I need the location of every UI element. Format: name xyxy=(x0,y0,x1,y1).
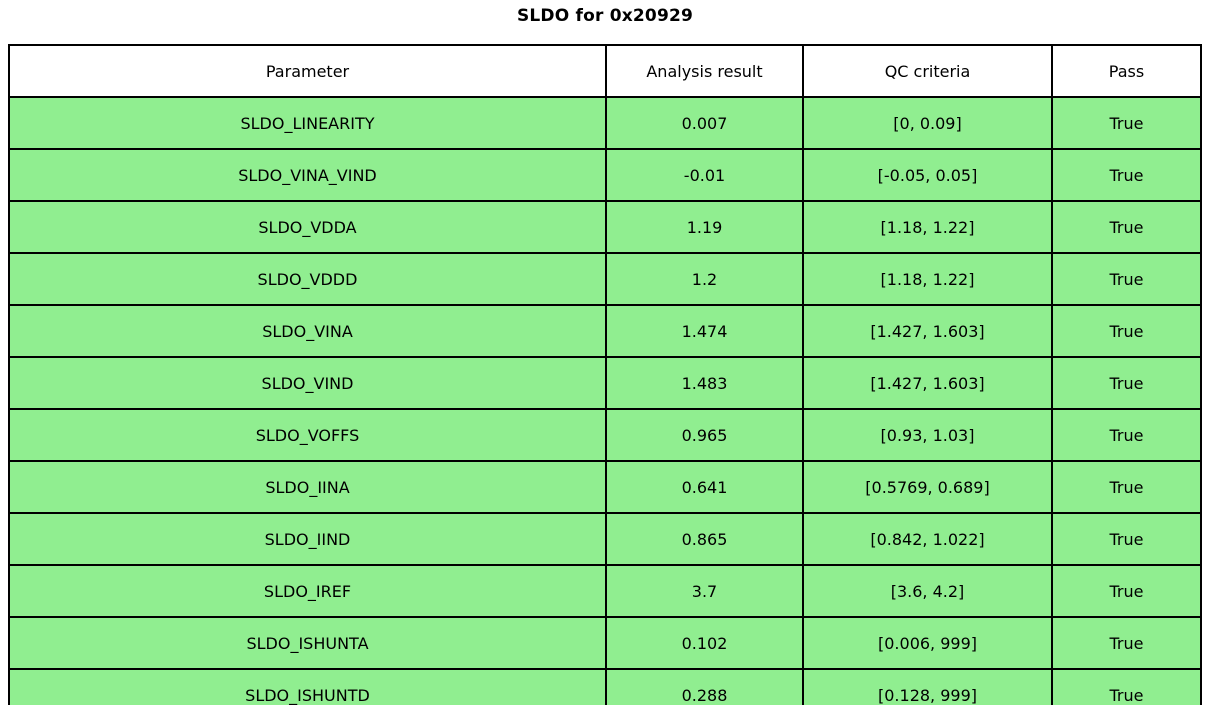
table-row: SLDO_ISHUNTA 0.102 [0.006, 999] True xyxy=(8,616,1202,670)
cell-parameter: SLDO_VIND xyxy=(8,356,607,410)
table-row: SLDO_VOFFS 0.965 [0.93, 1.03] True xyxy=(8,408,1202,462)
table-row: SLDO_VIND 1.483 [1.427, 1.603] True xyxy=(8,356,1202,410)
cell-parameter: SLDO_IREF xyxy=(8,564,607,618)
cell-pass: True xyxy=(1051,148,1202,202)
cell-parameter: SLDO_LINEARITY xyxy=(8,96,607,150)
cell-analysis-result: 1.19 xyxy=(605,200,804,254)
cell-pass: True xyxy=(1051,564,1202,618)
cell-parameter: SLDO_ISHUNTA xyxy=(8,616,607,670)
cell-pass: True xyxy=(1051,616,1202,670)
cell-qc-criteria: [0.128, 999] xyxy=(802,668,1053,705)
cell-analysis-result: 1.474 xyxy=(605,304,804,358)
column-header-pass: Pass xyxy=(1051,44,1202,98)
table-row: SLDO_IREF 3.7 [3.6, 4.2] True xyxy=(8,564,1202,618)
cell-qc-criteria: [0.5769, 0.689] xyxy=(802,460,1053,514)
cell-pass: True xyxy=(1051,408,1202,462)
cell-qc-criteria: [0.006, 999] xyxy=(802,616,1053,670)
qc-results-table: Parameter Analysis result QC criteria Pa… xyxy=(8,44,1202,705)
cell-parameter: SLDO_VDDD xyxy=(8,252,607,306)
cell-qc-criteria: [1.427, 1.603] xyxy=(802,356,1053,410)
cell-qc-criteria: [0, 0.09] xyxy=(802,96,1053,150)
cell-pass: True xyxy=(1051,200,1202,254)
cell-parameter: SLDO_IINA xyxy=(8,460,607,514)
table-row: SLDO_IINA 0.641 [0.5769, 0.689] True xyxy=(8,460,1202,514)
table-row: SLDO_ISHUNTD 0.288 [0.128, 999] True xyxy=(8,668,1202,705)
table-row: SLDO_VDDA 1.19 [1.18, 1.22] True xyxy=(8,200,1202,254)
column-header-analysis-result: Analysis result xyxy=(605,44,804,98)
cell-analysis-result: 0.865 xyxy=(605,512,804,566)
cell-analysis-result: 3.7 xyxy=(605,564,804,618)
cell-qc-criteria: [-0.05, 0.05] xyxy=(802,148,1053,202)
cell-pass: True xyxy=(1051,356,1202,410)
column-header-parameter: Parameter xyxy=(8,44,607,98)
figure-title: SLDO for 0x20929 xyxy=(516,6,694,26)
cell-parameter: SLDO_VINA xyxy=(8,304,607,358)
header-row: Parameter Analysis result QC criteria Pa… xyxy=(8,44,1202,98)
cell-qc-criteria: [1.18, 1.22] xyxy=(802,252,1053,306)
table-row: SLDO_VDDD 1.2 [1.18, 1.22] True xyxy=(8,252,1202,306)
cell-parameter: SLDO_ISHUNTD xyxy=(8,668,607,705)
cell-qc-criteria: [1.427, 1.603] xyxy=(802,304,1053,358)
table-row: SLDO_IIND 0.865 [0.842, 1.022] True xyxy=(8,512,1202,566)
table-row: SLDO_VINA 1.474 [1.427, 1.603] True xyxy=(8,304,1202,358)
cell-qc-criteria: [0.842, 1.022] xyxy=(802,512,1053,566)
cell-analysis-result: 0.007 xyxy=(605,96,804,150)
cell-analysis-result: 0.288 xyxy=(605,668,804,705)
column-header-qc-criteria: QC criteria xyxy=(802,44,1053,98)
table-row: SLDO_LINEARITY 0.007 [0, 0.09] True xyxy=(8,96,1202,150)
cell-analysis-result: 0.102 xyxy=(605,616,804,670)
cell-pass: True xyxy=(1051,304,1202,358)
cell-parameter: SLDO_VINA_VIND xyxy=(8,148,607,202)
cell-qc-criteria: [1.18, 1.22] xyxy=(802,200,1053,254)
cell-pass: True xyxy=(1051,460,1202,514)
cell-pass: True xyxy=(1051,512,1202,566)
cell-analysis-result: -0.01 xyxy=(605,148,804,202)
cell-qc-criteria: [3.6, 4.2] xyxy=(802,564,1053,618)
cell-analysis-result: 1.483 xyxy=(605,356,804,410)
cell-pass: True xyxy=(1051,96,1202,150)
cell-qc-criteria: [0.93, 1.03] xyxy=(802,408,1053,462)
cell-analysis-result: 0.965 xyxy=(605,408,804,462)
table-row: SLDO_VINA_VIND -0.01 [-0.05, 0.05] True xyxy=(8,148,1202,202)
cell-pass: True xyxy=(1051,668,1202,705)
cell-analysis-result: 0.641 xyxy=(605,460,804,514)
cell-analysis-result: 1.2 xyxy=(605,252,804,306)
cell-parameter: SLDO_VOFFS xyxy=(8,408,607,462)
cell-parameter: SLDO_VDDA xyxy=(8,200,607,254)
cell-pass: True xyxy=(1051,252,1202,306)
cell-parameter: SLDO_IIND xyxy=(8,512,607,566)
